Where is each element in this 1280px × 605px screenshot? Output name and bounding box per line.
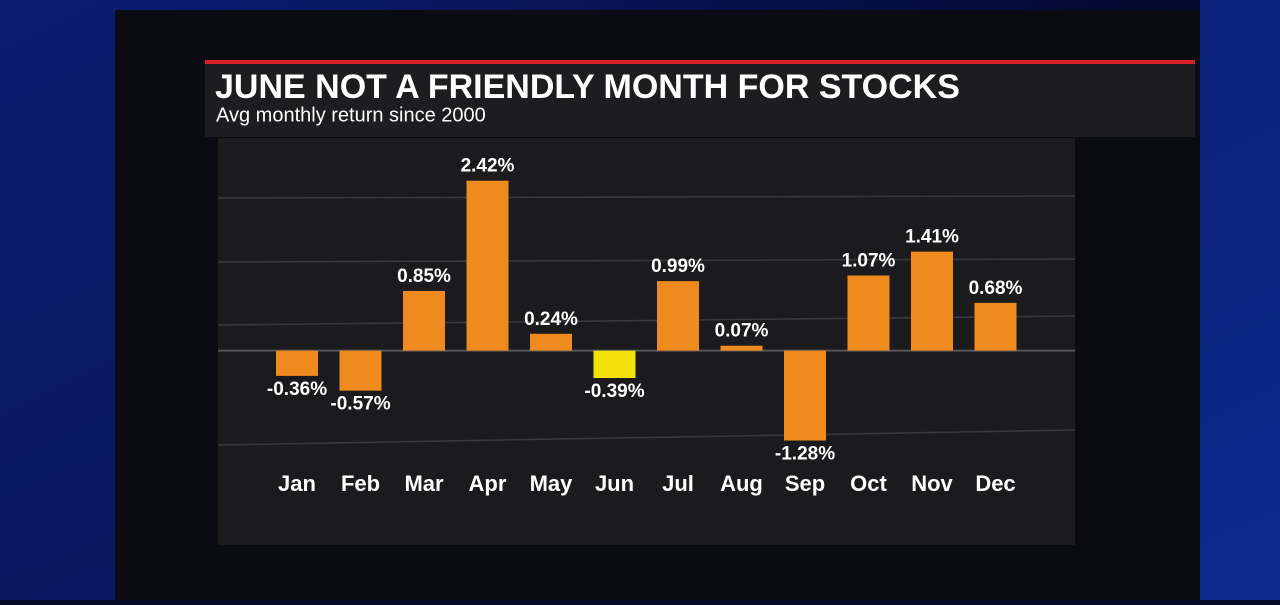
x-tick-label: Oct: [850, 471, 887, 496]
value-label: 1.41%: [905, 227, 959, 248]
x-tick-label: Mar: [404, 471, 444, 496]
value-label: 0.24%: [524, 309, 578, 330]
value-label: -0.57%: [330, 394, 390, 415]
value-label: -0.36%: [267, 379, 327, 400]
bar: [911, 251, 953, 351]
value-label: 0.99%: [651, 256, 705, 277]
grid-line: [217, 429, 1076, 446]
grid-line: [217, 195, 1076, 199]
x-tick-label: Aug: [720, 471, 763, 496]
x-tick-label: May: [530, 471, 574, 496]
x-tick-label: Nov: [911, 471, 953, 496]
value-label: 0.85%: [397, 266, 451, 287]
bar: [784, 350, 826, 441]
side-screen: [1200, 0, 1280, 600]
x-tick-label: Feb: [341, 471, 380, 496]
value-label: 0.07%: [715, 321, 769, 342]
header: [205, 62, 1195, 137]
chart-subtitle: Avg monthly return since 2000: [216, 104, 486, 126]
x-tick-label: Sep: [785, 471, 825, 496]
value-label: 2.42%: [461, 156, 515, 177]
header-rule: [205, 60, 1195, 64]
value-label: 1.07%: [842, 251, 896, 272]
bar: [466, 180, 509, 351]
value-label: -0.39%: [584, 381, 644, 402]
bar: [657, 281, 699, 351]
x-tick-label: Apr: [469, 471, 507, 496]
chart-title: JUNE NOT A FRIENDLY MONTH FOR STOCKS: [215, 68, 960, 106]
bar: [339, 350, 382, 391]
x-tick-label: Jan: [278, 471, 316, 496]
bar: [720, 345, 763, 351]
side-screen: [0, 0, 115, 600]
bar: [974, 302, 1017, 351]
bar: [593, 350, 636, 379]
bar: [530, 333, 572, 351]
x-tick-label: Jun: [595, 471, 634, 496]
value-label: -1.28%: [775, 444, 835, 465]
bar: [403, 290, 445, 351]
x-tick-label: Jul: [662, 471, 694, 496]
bar: [847, 275, 890, 351]
x-tick-label: Dec: [975, 471, 1015, 496]
value-label: 0.68%: [969, 278, 1023, 299]
bar: [276, 350, 318, 376]
